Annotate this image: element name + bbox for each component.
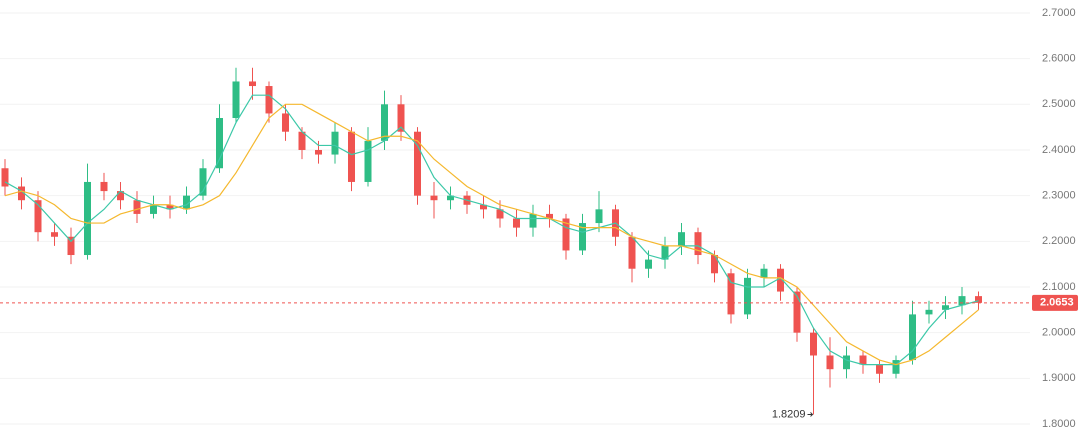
moving-average — [4, 103, 979, 366]
candle-body — [166, 204, 174, 210]
candle-body — [414, 131, 421, 196]
last-price-box — [1032, 294, 1078, 311]
candle-body — [133, 200, 141, 214]
candle-body — [100, 181, 108, 192]
candle-body — [859, 355, 867, 365]
candle-body — [331, 131, 339, 155]
candle-body — [876, 364, 883, 374]
candle-body — [216, 118, 223, 169]
candle-body — [628, 236, 636, 269]
candle-body — [727, 273, 735, 315]
y-tick-label: 2.5000 — [1042, 98, 1076, 110]
candle-body — [381, 104, 388, 141]
y-tick-label: 2.2000 — [1042, 235, 1076, 247]
candle-body — [562, 218, 570, 251]
candle-body — [513, 218, 520, 228]
candle-body — [645, 259, 652, 269]
candle-body — [117, 191, 124, 201]
candle-body — [249, 81, 256, 87]
candle-body — [1, 168, 9, 187]
candle-body — [529, 213, 537, 228]
candle-body — [942, 305, 949, 310]
candle-body — [925, 309, 933, 315]
y-tick-label: 2.7000 — [1042, 7, 1076, 19]
y-tick-label: 2.6000 — [1042, 53, 1076, 65]
candle-body — [975, 296, 982, 303]
candle-body — [843, 355, 850, 370]
candle-body — [430, 195, 438, 201]
candle-body — [958, 296, 966, 306]
candle-body — [810, 332, 817, 356]
y-tick-label: 2.3000 — [1042, 190, 1076, 202]
candle-body — [793, 291, 801, 333]
candle-body — [661, 245, 669, 260]
candle-body — [364, 140, 372, 182]
candle-body — [678, 232, 685, 246]
candle-body — [496, 209, 504, 219]
candle-body — [282, 113, 289, 132]
candle-body — [546, 213, 553, 219]
y-tick-label: 1.9000 — [1042, 372, 1076, 384]
candle-body — [150, 204, 157, 214]
candle-body — [18, 186, 25, 201]
candle-body — [711, 255, 718, 274]
candle-body — [480, 204, 487, 210]
candle-body — [892, 360, 900, 374]
candle-body — [315, 149, 322, 155]
y-tick-label: 2.1000 — [1042, 281, 1076, 293]
candle-body — [199, 168, 207, 196]
candle-body — [760, 268, 768, 278]
candle-body — [265, 86, 273, 114]
candle-body — [84, 181, 91, 256]
candle-body — [777, 268, 784, 292]
candle-body — [232, 81, 240, 119]
last-price-label: 2.0653 — [1040, 297, 1074, 309]
candle-body — [447, 195, 454, 201]
low-arrow — [807, 412, 814, 417]
candle-body — [744, 277, 751, 315]
candle-body — [67, 236, 75, 256]
candle-body — [694, 232, 702, 256]
candle-body — [183, 195, 190, 210]
candle-body — [826, 355, 834, 370]
moving-average — [4, 94, 979, 366]
candle-body — [579, 223, 586, 251]
low-label: 1.8209 — [772, 408, 806, 420]
y-tick-label: 2.0000 — [1042, 327, 1076, 339]
candle-body — [595, 209, 603, 224]
candle-body — [298, 131, 306, 150]
candle-body — [34, 200, 42, 233]
y-tick-label: 1.8000 — [1042, 418, 1076, 430]
y-tick-label: 2.4000 — [1042, 144, 1076, 156]
candle-body — [397, 104, 405, 132]
candle-body — [348, 131, 355, 182]
candle-body — [51, 232, 58, 237]
candle-body — [909, 314, 916, 361]
